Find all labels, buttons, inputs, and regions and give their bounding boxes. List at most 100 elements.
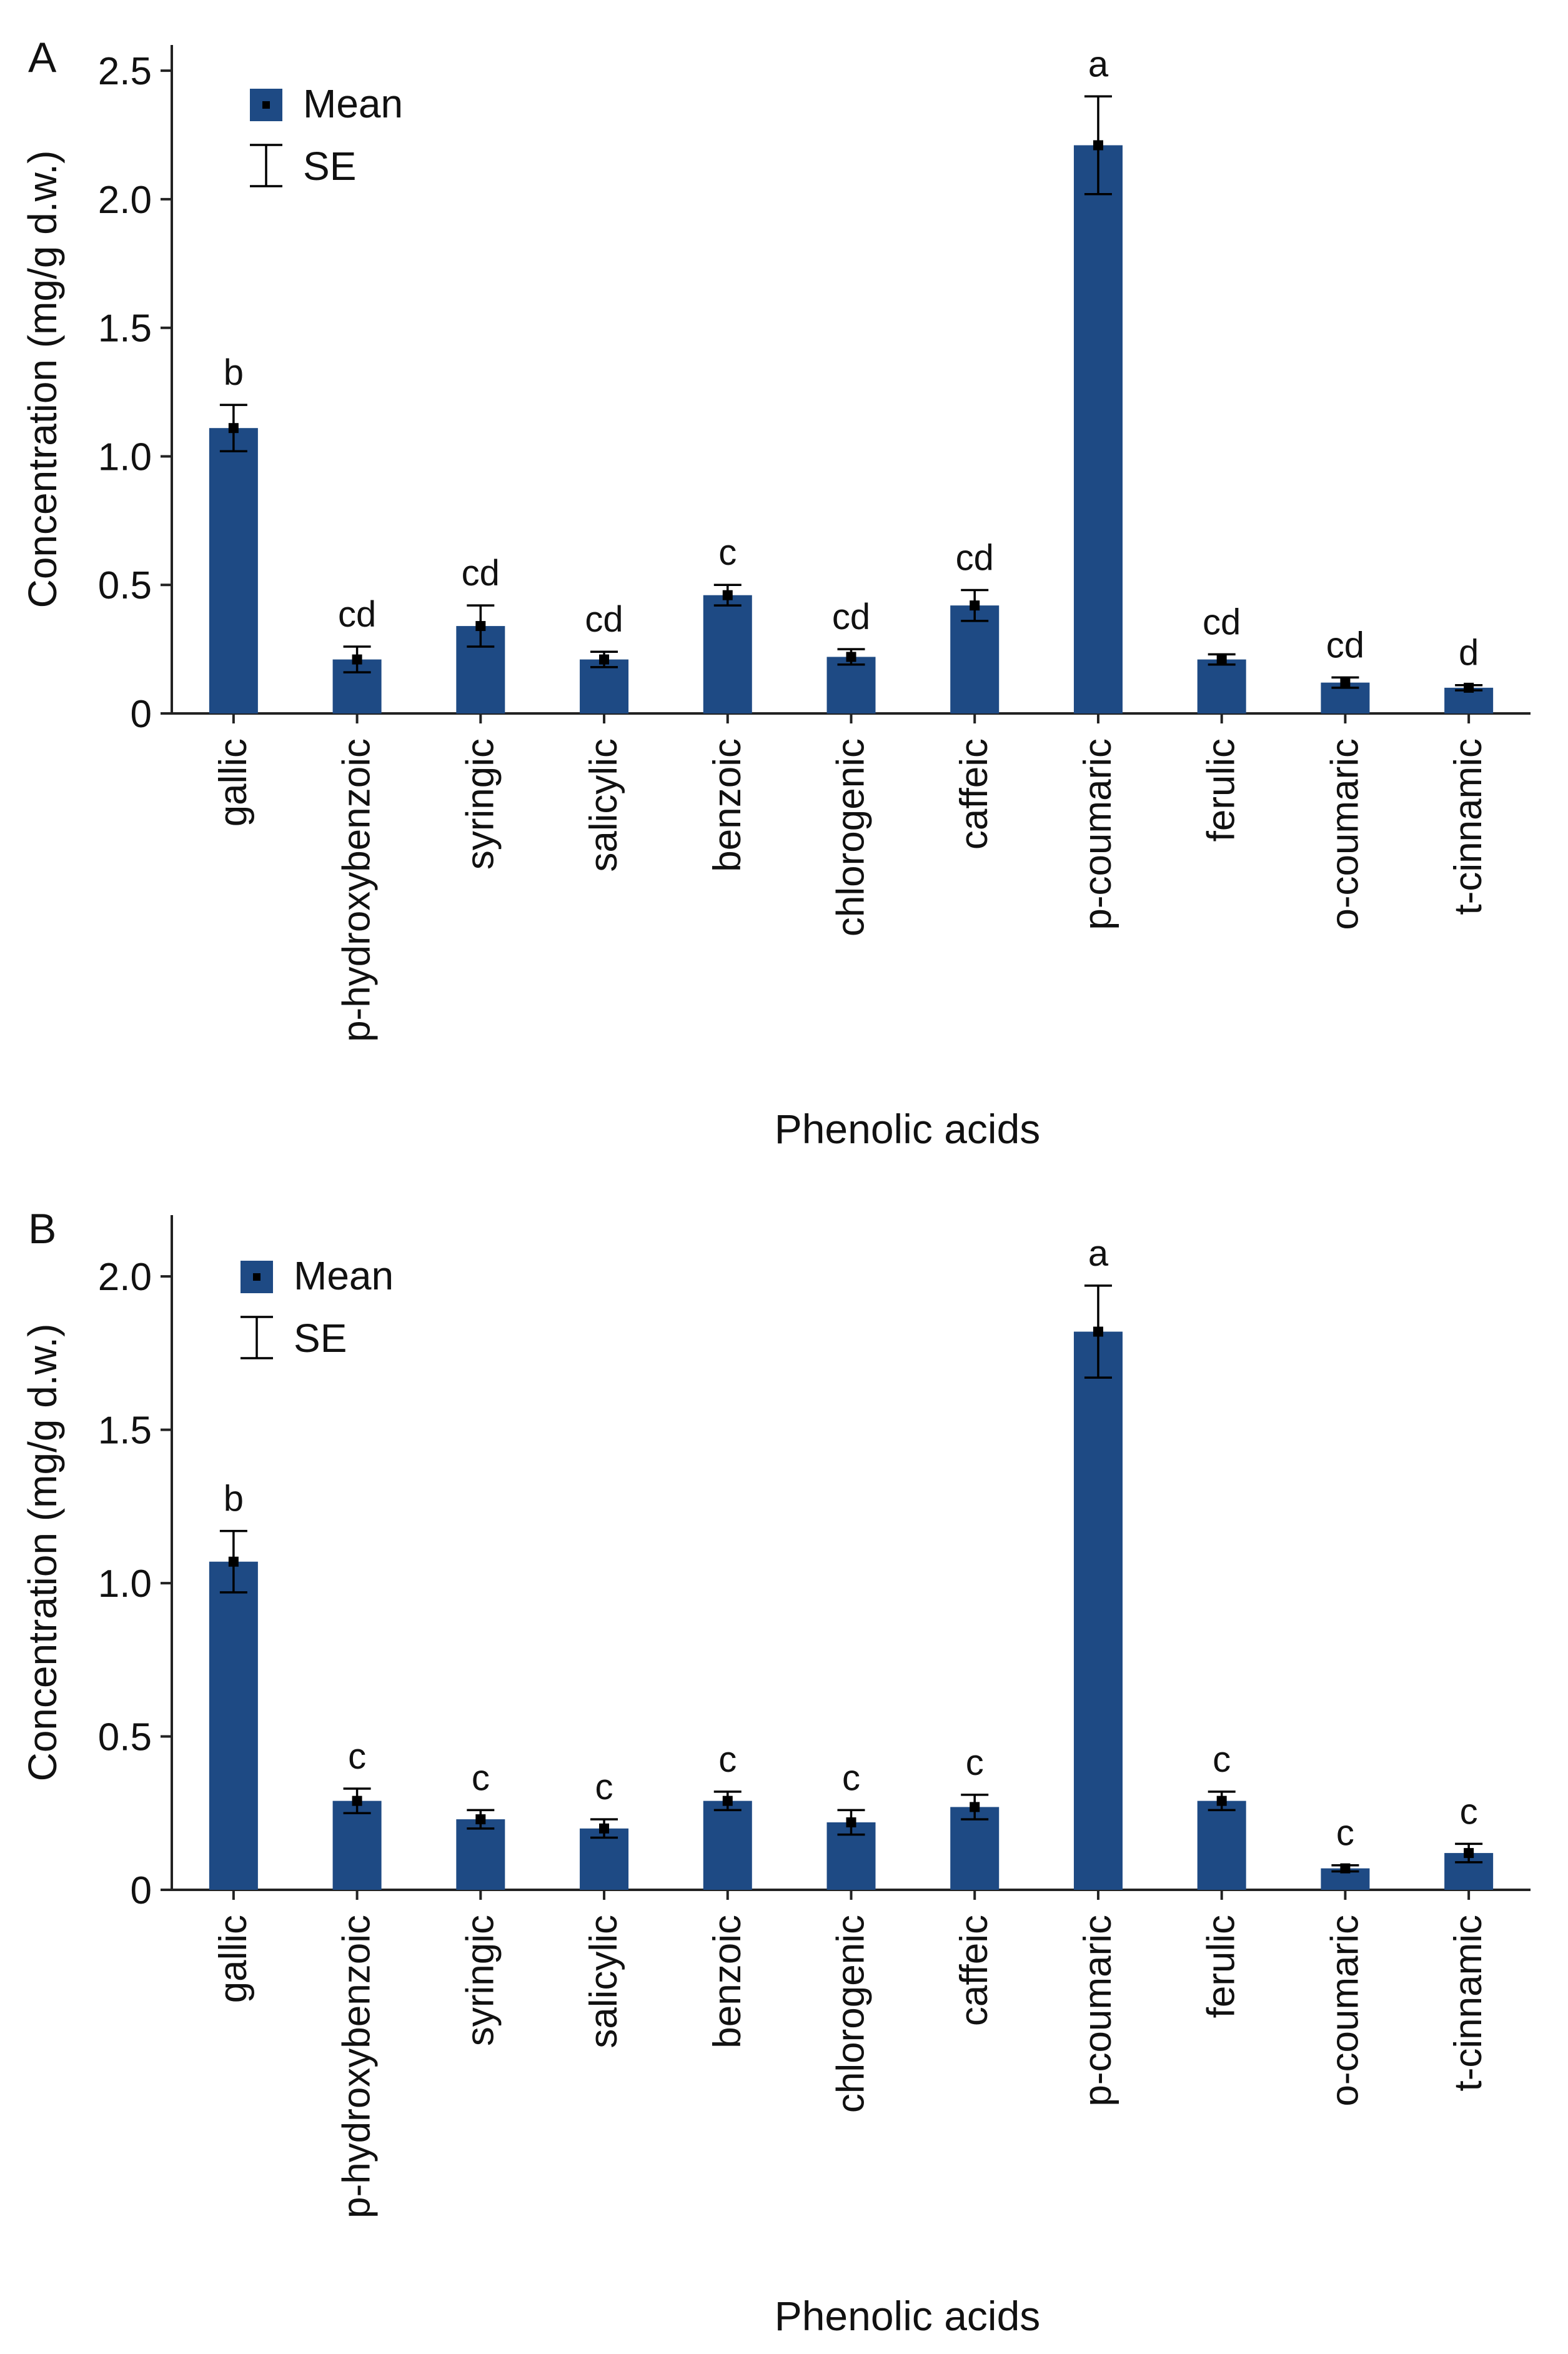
mean-marker <box>228 1556 239 1567</box>
significance-letter: c <box>1213 1739 1231 1780</box>
significance-letter: cd <box>1326 625 1364 665</box>
mean-marker <box>1464 682 1474 693</box>
significance-letter: c <box>348 1736 366 1777</box>
significance-letter: cd <box>832 597 870 637</box>
x-tick-label: caffeic <box>953 738 996 850</box>
y-tick-label: 1.0 <box>98 1562 152 1606</box>
bar <box>826 657 876 713</box>
bar <box>456 1819 505 1890</box>
x-tick-label: p-hydroxybenzoic <box>335 738 379 1042</box>
significance-letter: c <box>842 1757 860 1798</box>
significance-letter: cd <box>1203 602 1241 642</box>
legend-mean-label: Mean <box>303 81 403 126</box>
y-tick-label: 1.0 <box>98 435 152 479</box>
x-tick-label: benzoic <box>706 738 749 872</box>
y-axis-title: Concentration (mg/g d.w.) <box>20 151 65 608</box>
mean-marker <box>475 1814 486 1825</box>
significance-letter: c <box>1460 1791 1478 1832</box>
significance-letter: c <box>1336 1813 1354 1854</box>
x-tick-label: p-hydroxybenzoic <box>335 1915 379 2218</box>
mean-marker <box>475 621 486 632</box>
bar <box>950 605 1000 713</box>
y-tick-label: 1.5 <box>98 307 152 350</box>
bar <box>1073 1331 1123 1890</box>
x-tick-label: ferulic <box>1200 1915 1243 2018</box>
significance-letter: b <box>224 1479 244 1519</box>
legend: Mean SE <box>241 1253 394 1361</box>
x-tick-label: gallic <box>212 738 255 827</box>
mean-marker <box>1216 654 1227 665</box>
x-tick-label: syringic <box>459 738 502 870</box>
bar <box>580 659 629 713</box>
legend-mean-label: Mean <box>294 1253 394 1298</box>
significance-letter: c <box>718 532 737 573</box>
bar <box>703 1800 752 1890</box>
significance-letter: c <box>966 1742 984 1783</box>
mean-marker <box>1464 1848 1474 1859</box>
legend-se-label: SE <box>294 1316 347 1361</box>
mean-marker <box>1093 1326 1103 1337</box>
x-tick-label: benzoic <box>706 1915 749 2049</box>
mean-marker <box>352 1795 362 1806</box>
significance-letter: c <box>595 1767 613 1807</box>
mean-marker <box>1093 140 1103 151</box>
mean-marker <box>970 600 980 611</box>
x-tick-label: chlorogenic <box>830 1915 873 2113</box>
legend-se-label: SE <box>303 144 356 189</box>
x-tick-label: p-coumaric <box>1076 738 1119 930</box>
significance-letter: a <box>1088 44 1109 84</box>
x-axis-title: Phenolic acids <box>775 2293 1041 2339</box>
x-tick-label: p-coumaric <box>1076 1915 1119 2107</box>
significance-letter: cd <box>338 594 376 635</box>
bar <box>332 1800 382 1890</box>
significance-letter: cd <box>956 537 994 578</box>
bar <box>209 428 258 713</box>
legend-mean-marker <box>253 1273 261 1281</box>
x-axis-title: Phenolic acids <box>775 1106 1041 1152</box>
mean-marker <box>228 423 239 434</box>
mean-marker <box>1340 677 1351 688</box>
x-tick-label: caffeic <box>953 1915 996 2026</box>
x-tick-label: o-coumaric <box>1323 738 1366 930</box>
y-tick-label: 0.5 <box>98 1716 152 1759</box>
x-tick-label: salicylic <box>582 738 625 872</box>
y-tick-label: 0 <box>131 1869 152 1912</box>
significance-letter: c <box>718 1739 737 1780</box>
bar <box>950 1807 1000 1890</box>
panel-label: A <box>28 34 57 81</box>
x-tick-label: syringic <box>459 1915 502 2046</box>
x-tick-label: chlorogenic <box>830 738 873 936</box>
mean-marker <box>1340 1863 1351 1874</box>
y-tick-label: 1.5 <box>98 1409 152 1453</box>
mean-marker <box>846 652 856 662</box>
bar <box>209 1561 258 1890</box>
y-tick-label: 2.0 <box>98 1256 152 1299</box>
x-tick-label: o-coumaric <box>1323 1915 1366 2107</box>
mean-marker <box>970 1802 980 1812</box>
y-tick-label: 0.5 <box>98 564 152 607</box>
legend: Mean SE <box>250 81 403 189</box>
y-tick-label: 2.5 <box>98 50 152 93</box>
x-tick-label: t-cinnamic <box>1447 738 1490 915</box>
mean-marker <box>722 1795 733 1806</box>
mean-marker <box>846 1817 856 1827</box>
x-tick-label: gallic <box>212 1915 255 2003</box>
mean-marker <box>1216 1795 1227 1806</box>
mean-marker <box>599 1823 610 1834</box>
mean-marker <box>352 654 362 665</box>
x-tick-label: ferulic <box>1200 738 1243 842</box>
y-tick-label: 2.0 <box>98 179 152 222</box>
significance-letter: d <box>1459 633 1479 673</box>
bar <box>703 595 752 713</box>
x-tick-label: t-cinnamic <box>1447 1915 1490 2092</box>
chart-panel-a: A 0 0.5 1.0 1.5 2.0 2.5 Concentration (mg/g d.w… <box>20 34 1531 1152</box>
significance-letter: b <box>224 352 244 393</box>
panel-label: B <box>28 1205 56 1253</box>
chart-panel-b: B 0 0.5 1.0 1.5 2.0 Concentration (mg/g d.w.) b… <box>20 1205 1531 2339</box>
y-tick-label: 0 <box>131 693 152 736</box>
bar <box>1197 1800 1246 1890</box>
mean-marker <box>722 590 733 600</box>
significance-letter: cd <box>585 599 623 640</box>
x-tick-label: salicylic <box>582 1915 625 2049</box>
bar <box>1197 659 1246 713</box>
